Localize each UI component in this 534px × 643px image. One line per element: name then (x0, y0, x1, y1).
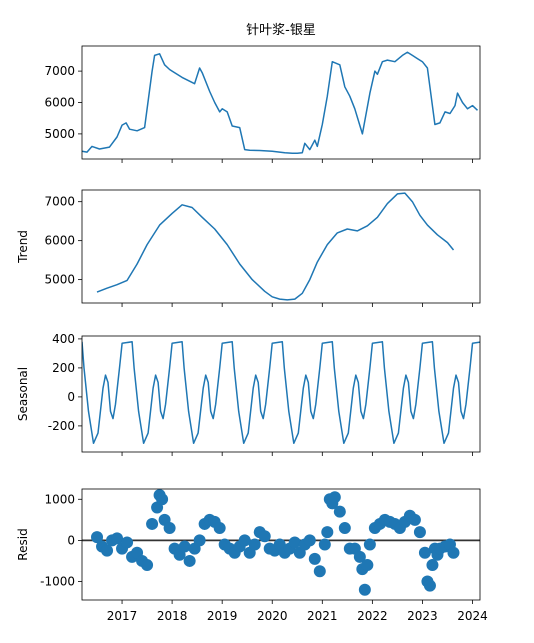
resid-point (121, 536, 134, 549)
resid-ytick-label: 0 (67, 533, 75, 547)
seasonal-ytick-label: -200 (48, 419, 75, 433)
seasonal-ylabel: Seasonal (16, 367, 30, 421)
resid-point (146, 517, 159, 530)
resid-point (318, 538, 331, 551)
resid-point (328, 491, 341, 504)
resid-xtick-label: 2018 (157, 609, 188, 623)
resid-point (313, 565, 326, 578)
resid-point (111, 532, 124, 545)
seasonal-ytick-label: 400 (52, 332, 75, 346)
resid-ytick-label: 1000 (44, 492, 75, 506)
resid-point (258, 530, 271, 543)
resid-axes-frame (81, 488, 481, 601)
resid-point (333, 505, 346, 518)
resid-point (358, 583, 371, 596)
resid-ylabel: Resid (16, 528, 30, 560)
resid-point (338, 522, 351, 535)
resid-xtick-label: 2021 (307, 609, 338, 623)
observed-ytick-label: 6000 (44, 96, 75, 110)
resid-xtick-label: 2017 (107, 609, 138, 623)
resid-point (353, 550, 366, 563)
chart-title: 针叶浆-银星 (246, 23, 316, 38)
seasonal-series-line (82, 341, 480, 445)
resid-point (213, 522, 226, 535)
observed-ytick-label: 7000 (44, 64, 75, 78)
resid-point (248, 538, 261, 551)
resid-xtick-label: 2019 (207, 609, 238, 623)
observed-ytick-label: 5000 (44, 127, 75, 141)
observed-axes-frame (81, 45, 481, 160)
seasonal-axes-frame (81, 335, 481, 453)
resid-point (238, 534, 251, 547)
resid-point (413, 526, 426, 539)
resid-point (178, 540, 191, 553)
trend-ytick-label: 7000 (44, 195, 75, 209)
resid-point (101, 544, 114, 557)
trend-ytick-label: 6000 (44, 234, 75, 248)
resid-point (426, 559, 439, 572)
resid-panel: -1000 0 1000 2017 2018 2019 2020 2021 2022 2023 20… (16, 488, 488, 623)
resid-point (418, 546, 431, 559)
trend-panel: 5000 6000 7000 Trend (16, 189, 481, 307)
resid-point (321, 526, 334, 539)
resid-point (447, 546, 460, 559)
resid-point (156, 493, 169, 506)
resid-xtick-label: 2022 (357, 609, 388, 623)
resid-point (308, 552, 321, 565)
trend-axes-frame (81, 189, 481, 304)
resid-point (423, 579, 436, 592)
resid-point (91, 531, 104, 544)
resid-point (361, 559, 374, 572)
trend-ytick-label: 5000 (44, 273, 75, 287)
seasonal-ytick-label: 200 (52, 361, 75, 375)
resid-point (408, 513, 421, 526)
resid-point (288, 536, 301, 549)
resid-xtick-label: 2020 (257, 609, 288, 623)
resid-point (303, 534, 316, 547)
seasonal-ytick-label: 0 (67, 390, 75, 404)
resid-point (163, 522, 176, 535)
resid-xtick-label: 2024 (457, 609, 488, 623)
resid-point (193, 534, 206, 547)
observed-series-line (82, 51, 479, 155)
trend-series-line (96, 192, 455, 301)
resid-point (183, 554, 196, 567)
observed-panel: 5000 6000 7000 (44, 45, 481, 163)
trend-ylabel: Trend (16, 230, 30, 264)
resid-point (141, 559, 154, 572)
resid-point (363, 538, 376, 551)
seasonal-panel: -200 0 200 400 Seasonal (16, 332, 481, 456)
resid-xtick-label: 2023 (407, 609, 438, 623)
resid-ytick-label: -1000 (40, 575, 75, 589)
